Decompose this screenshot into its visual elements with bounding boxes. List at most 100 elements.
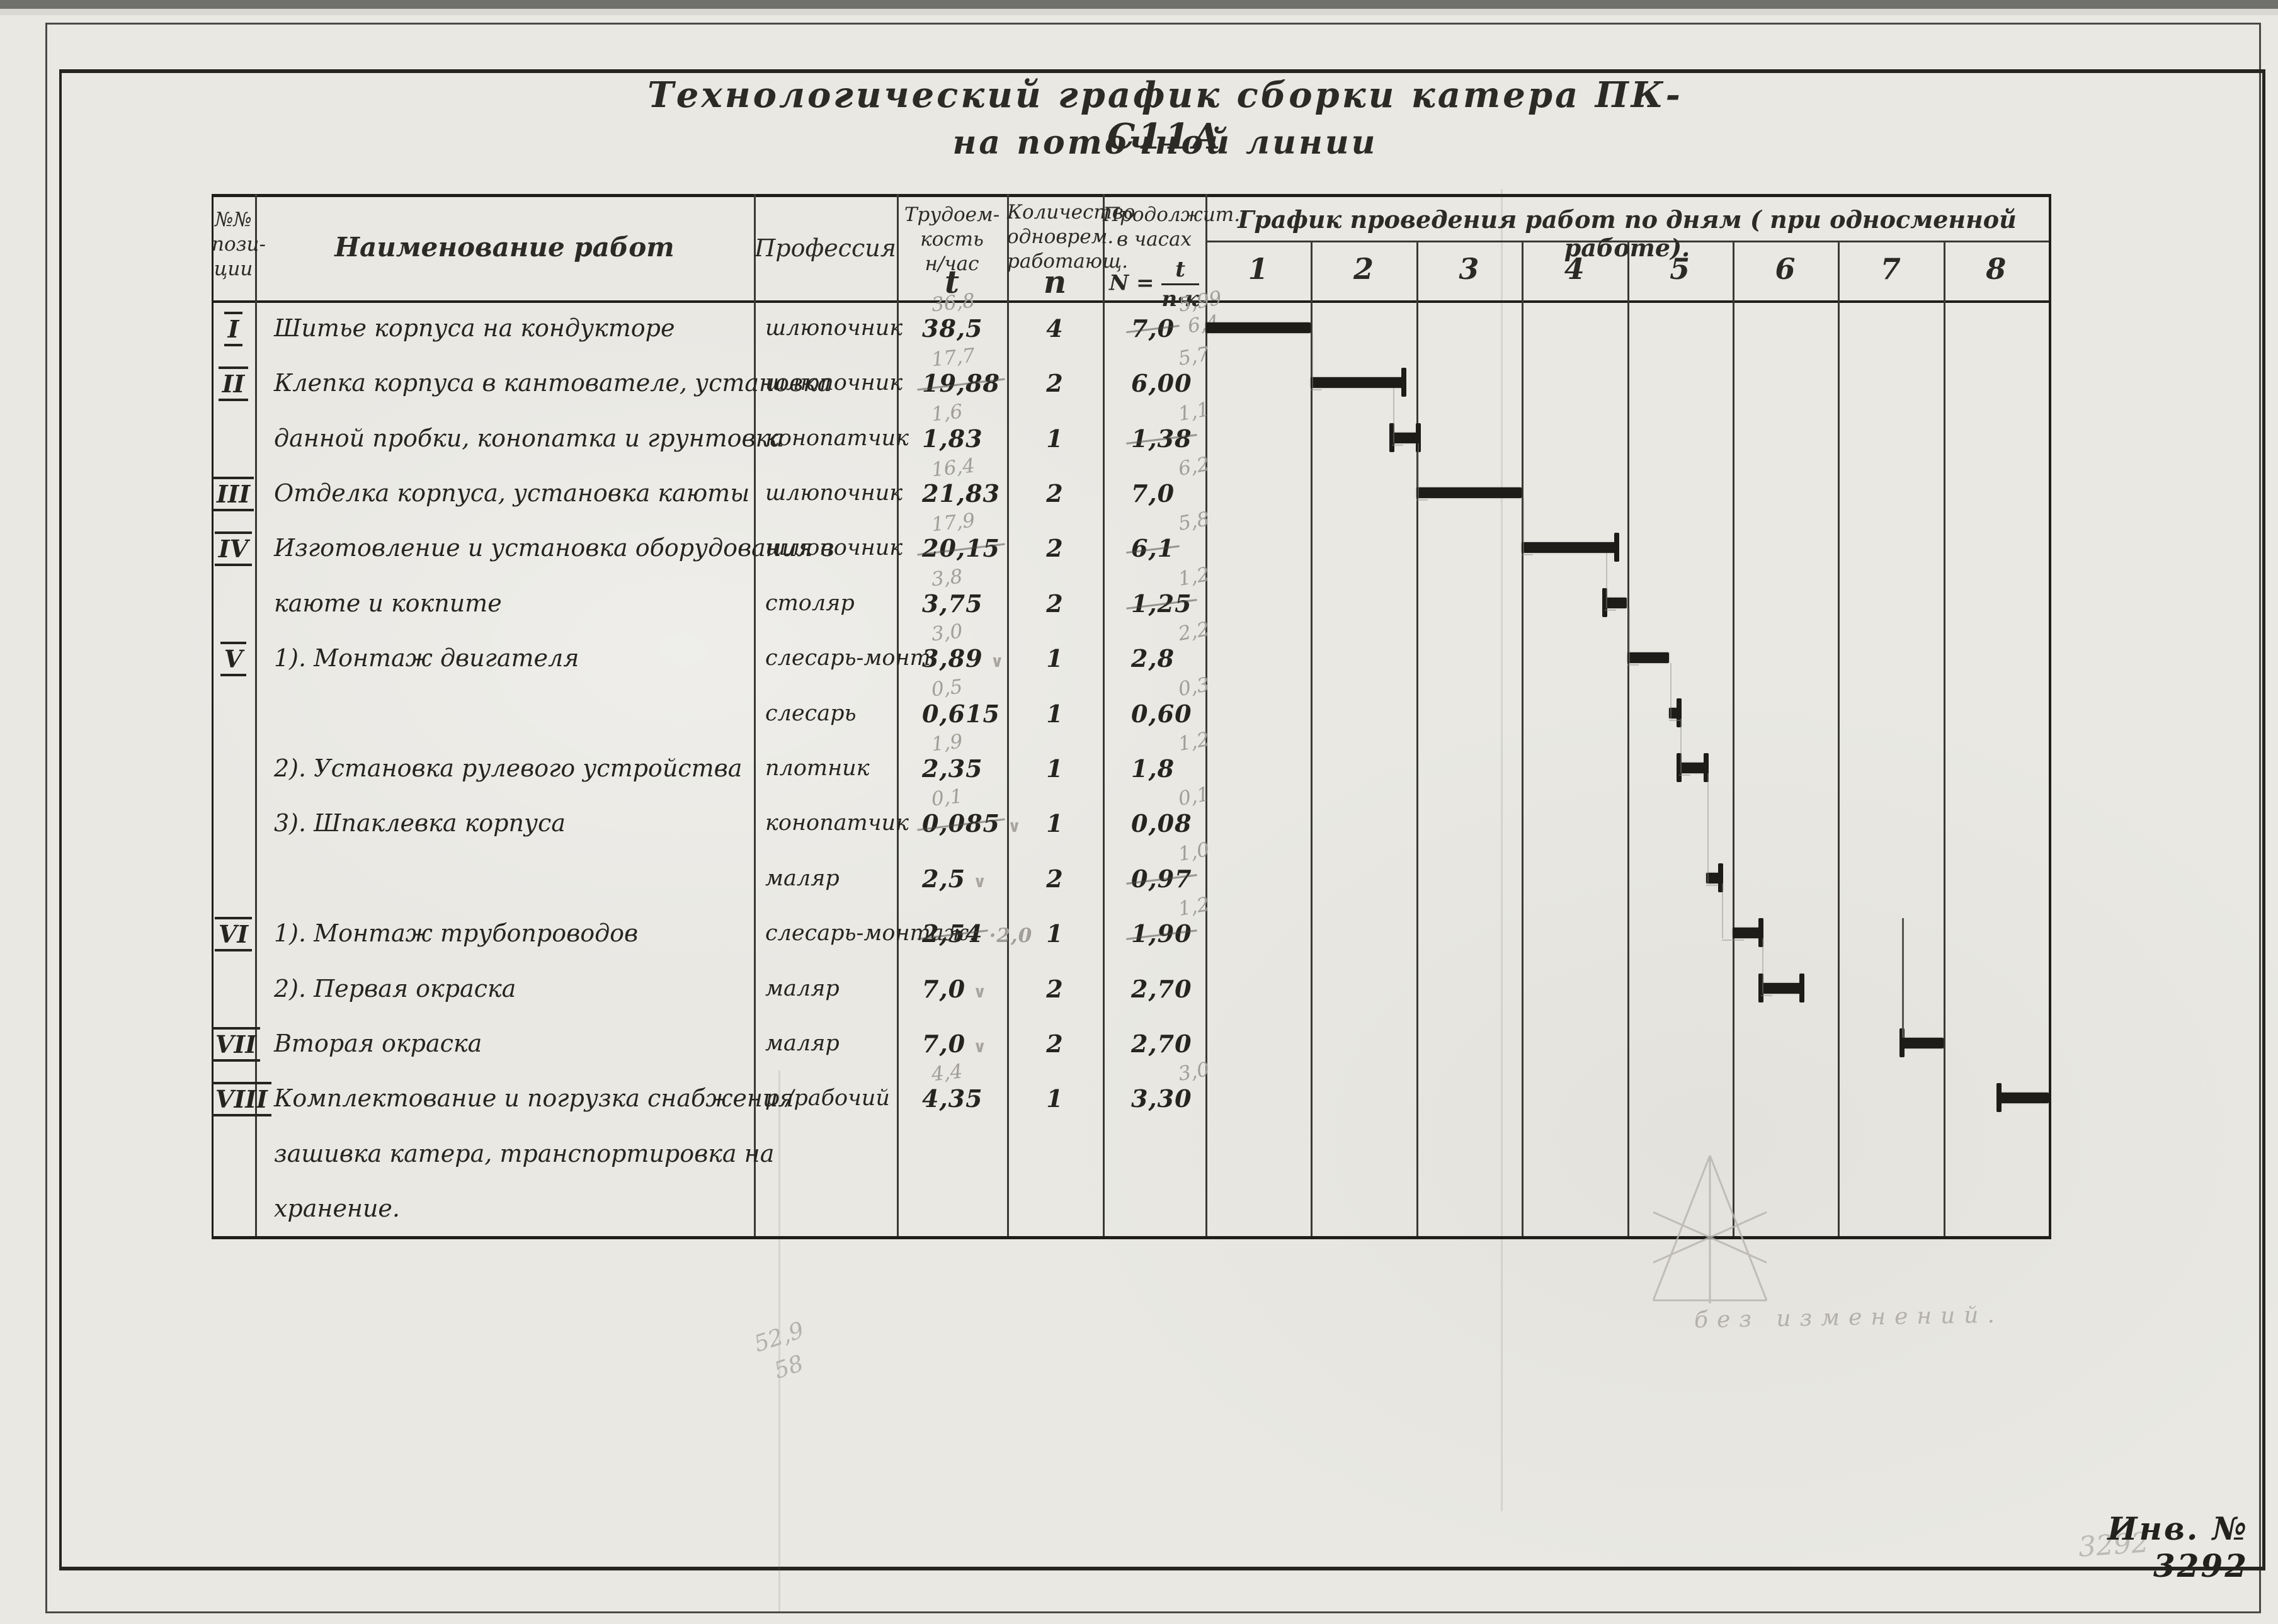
bar-cap-right [1416, 423, 1421, 452]
day-label-1: 1 [1248, 252, 1268, 286]
document-title-line1: Технологический график сборки катера ПК-… [647, 74, 1683, 157]
row-workers-value: 2 [1046, 369, 1064, 398]
row-name: 2). Первая окраска [274, 974, 516, 1002]
pencil-step-underline [1627, 664, 1639, 666]
gantt-bar-row-13 [1758, 973, 1805, 1002]
row-profession: маляр [765, 865, 840, 891]
row-labor-value: 2,5 ∨ [922, 865, 987, 893]
row-labor-value: 3,75 [922, 589, 983, 618]
bar-cap-left [1676, 753, 1682, 782]
paper-crease [1501, 189, 1503, 1511]
pencil-step-underline [1761, 994, 1773, 996]
labor-value: 1,83 [922, 424, 983, 453]
labor-value: 38,5 [922, 314, 983, 343]
row-workers-value: 1 [1046, 1084, 1064, 1113]
day-column-line-6 [1838, 241, 1840, 1236]
row-workers-value: 1 [1046, 699, 1064, 728]
row-name: каюте и кокпите [274, 589, 502, 617]
row-workers-value: 2 [1046, 534, 1064, 563]
row-name: Клепка корпуса в кантователе, установка [274, 369, 832, 397]
row-duration-value: 1,8 [1131, 754, 1175, 783]
pencil-step-connector [1606, 553, 1608, 608]
duration-value: 1,8 [1131, 754, 1175, 783]
row-workers-value: 1 [1046, 424, 1064, 453]
row-labor-value: 7,0 ∨ [922, 1030, 987, 1058]
row-duration-value: 2,70 [1131, 975, 1192, 1003]
pencil-step-underline [1392, 444, 1404, 446]
row-duration-value: 1,25 [1131, 589, 1192, 618]
column-line-2 [897, 194, 899, 1236]
row-position: IV [212, 531, 255, 567]
bar-cap-right [1799, 973, 1805, 1002]
drawing-frame-outer [45, 23, 2261, 1613]
duration-value: 6,1 [1131, 534, 1175, 563]
gantt-bar-row-5 [1522, 533, 1619, 562]
row-name: зашивка катера, транспортировка на [274, 1139, 775, 1167]
pencil-step-connector [1628, 608, 1630, 664]
row-name: Изготовление и установка оборудования в [274, 534, 834, 562]
roman-numeral: VIII [212, 1082, 271, 1117]
bar-cap-right [1758, 918, 1764, 948]
gantt-bar-row-2 [1311, 368, 1406, 397]
row-name: Вторая окраска [274, 1030, 482, 1058]
labor-value: 3,89 [922, 644, 983, 673]
roman-numeral: I [224, 311, 243, 346]
day-label-2: 2 [1353, 252, 1374, 286]
row-labor-value: 2,35 [922, 754, 983, 783]
row-profession: маляр [765, 975, 840, 1001]
gantt-bar-row-9 [1676, 753, 1709, 782]
row-duration-value: 7,0 [1131, 314, 1175, 343]
header-duration-formula: N = t n·к [1103, 257, 1205, 312]
labor-value: 0,085 [922, 809, 1000, 838]
scanner-edge [0, 0, 2278, 9]
pencil-step-connector [1312, 332, 1314, 389]
row-name: 1). Монтаж трубопроводов [274, 919, 639, 948]
row-profession: шлюпочник [765, 370, 903, 396]
column-line-0 [255, 194, 257, 1236]
labor-value: 3,75 [922, 589, 983, 618]
duration-value: 6,00 [1131, 369, 1192, 398]
duration-value: 1,38 [1131, 424, 1192, 453]
row-name: 1). Монтаж двигателя [274, 644, 579, 673]
row-workers-value: 1 [1046, 809, 1064, 838]
row-duration-value: 1,90 [1131, 919, 1192, 948]
bar-cap-right [1614, 533, 1619, 562]
row-profession: конопатчик [765, 810, 909, 836]
bar-riser-line [1902, 918, 1905, 1038]
row-duration-value: 1,38 [1131, 424, 1192, 453]
row-profession: шлюпочник [765, 315, 903, 341]
pencil-note-no-changes: без изменений. [1694, 1302, 2004, 1334]
row-position: VIII [212, 1082, 271, 1117]
bar-cap-left [1389, 423, 1395, 452]
scanner-edge-light [0, 9, 2278, 15]
row-duration-value: 0,97 [1131, 865, 1192, 893]
pencil-step-connector [1393, 388, 1395, 443]
day-label-6: 6 [1775, 252, 1796, 286]
bar-cap-left [1996, 1083, 2002, 1113]
row-labor-value: 0,615 [922, 700, 1000, 728]
row-name: 3). Шпаклевка корпуса [274, 809, 566, 838]
labor-value: 0,615 [922, 699, 1000, 728]
pencil-step-connector [1670, 663, 1672, 718]
formula-numerator: t [1161, 257, 1199, 285]
row-labor-value: 19,88 [922, 369, 1000, 397]
roman-numeral: II [218, 366, 249, 402]
row-labor-value: 20,15 [922, 534, 1000, 562]
labor-value: 21,83 [922, 479, 1000, 508]
row-position: VI [212, 917, 255, 952]
row-profession: шлюпочник [765, 480, 903, 506]
row-labor-value: 0,085 ∨ [922, 809, 1022, 838]
row-position: I [212, 311, 255, 346]
duration-value: 0,08 [1131, 809, 1192, 838]
formula-lhs: N = [1109, 270, 1154, 296]
bar-cap-left [1899, 1028, 1905, 1058]
labor-value: 20,15 [922, 534, 1000, 563]
labor-value: 4,35 [922, 1084, 983, 1113]
document-title-line2: на поточной линии [952, 123, 1378, 162]
gantt-bar-row-6 [1602, 588, 1627, 617]
duration-value: 7,0 [1131, 314, 1175, 343]
header-duration: Продолжит. в часах [1103, 203, 1241, 251]
pencil-step-connector [1707, 773, 1709, 883]
row-workers-value: 1 [1046, 644, 1064, 673]
row-workers-value: 2 [1046, 974, 1064, 1003]
